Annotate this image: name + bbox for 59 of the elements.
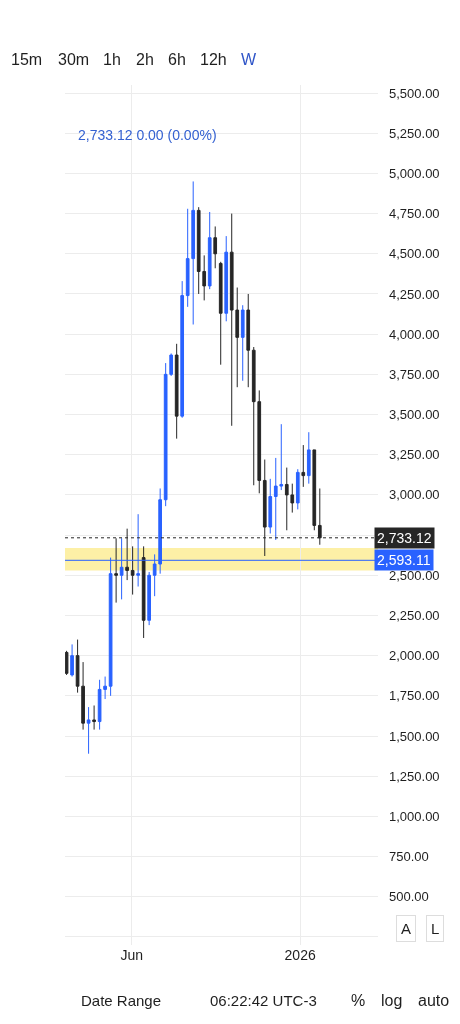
y-tick-label: 2,500.00 — [389, 567, 440, 583]
y-tick-label: 5,500.00 — [389, 85, 440, 101]
text: 06:22:42 UTC-3 — [210, 992, 317, 1009]
ref-line-label: 2,593.11 — [377, 552, 431, 568]
text: 1h — [103, 51, 121, 68]
y-tick-label: 4,250.00 — [389, 286, 440, 302]
text: 6h — [168, 51, 186, 68]
y-tick-label: 3,250.00 — [389, 447, 440, 463]
y-tick-label: 4,750.00 — [389, 206, 440, 222]
text: W — [241, 51, 257, 68]
text: log — [381, 992, 403, 1009]
ref-line-label: 2,733.12 — [377, 530, 432, 546]
candlestick — [246, 293, 251, 388]
text: 2h — [136, 51, 154, 68]
y-tick-label: 3,000.00 — [389, 487, 440, 503]
text: Date Range — [81, 992, 162, 1009]
y-tick-label: 4,500.00 — [389, 246, 440, 262]
y-tick-label: 2,250.00 — [389, 608, 440, 624]
y-tick-label: 500.00 — [389, 889, 429, 905]
text: 2,733.12 0.00 (0.00%) — [78, 127, 217, 143]
x-tick-label: Jun — [120, 947, 144, 963]
y-tick-label: 1,250.00 — [389, 768, 440, 784]
y-tick-label: 1,000.00 — [389, 808, 440, 824]
candlestick — [306, 431, 311, 485]
text: 30m — [58, 51, 90, 68]
text: A — [401, 920, 412, 937]
candlestick — [147, 571, 151, 626]
candlestick — [218, 261, 223, 366]
candlestick — [295, 468, 300, 510]
candlestick — [207, 211, 212, 290]
candlestick — [174, 343, 179, 440]
y-tick-label: 5,250.00 — [389, 125, 440, 141]
candlestick — [268, 478, 273, 534]
candlestick — [240, 304, 245, 382]
candlestick — [141, 545, 146, 639]
y-tick-label: 2,000.00 — [389, 648, 440, 664]
y-tick-label: 1,500.00 — [389, 728, 440, 744]
text: 15m — [11, 51, 43, 68]
candlestick — [65, 650, 69, 676]
candlestick — [301, 444, 306, 488]
text: L — [431, 920, 440, 937]
candlestick — [86, 706, 91, 755]
text: % — [351, 992, 366, 1009]
x-tick-label: 2026 — [284, 947, 316, 963]
candlestick — [180, 280, 185, 419]
candlestick — [92, 704, 96, 731]
candlestick — [213, 225, 218, 269]
text: 12h — [200, 51, 227, 68]
y-tick-label: 4,000.00 — [389, 326, 440, 342]
candlestick — [70, 643, 74, 678]
y-tick-label: 3,500.00 — [389, 407, 440, 423]
y-tick-label: 3,750.00 — [389, 366, 440, 382]
candlestick — [312, 449, 317, 531]
candlestick — [224, 235, 229, 322]
y-tick-label: 750.00 — [389, 849, 429, 865]
candlestick — [130, 545, 135, 596]
y-tick-label: 1,750.00 — [389, 688, 440, 704]
y-tick-label: 5,000.00 — [389, 165, 440, 181]
text: auto — [418, 992, 450, 1009]
